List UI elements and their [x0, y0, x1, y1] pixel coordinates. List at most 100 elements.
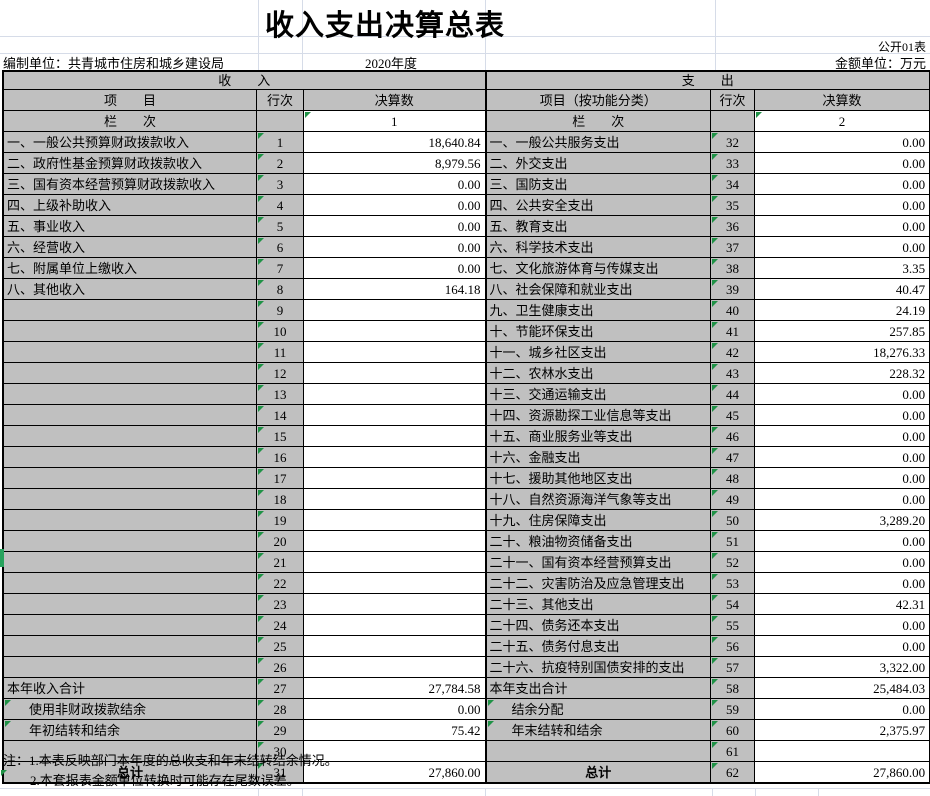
- expense-line-number[interactable]: 50: [710, 509, 756, 531]
- expense-item-label[interactable]: 二十四、债务还本支出: [484, 614, 712, 636]
- expense-index-line-cell[interactable]: [710, 110, 756, 132]
- expense-line-number[interactable]: 34: [710, 173, 756, 195]
- income-item-label[interactable]: 四、上级补助收入: [3, 194, 257, 216]
- expense-line-number[interactable]: 43: [710, 362, 756, 384]
- expense-item-label[interactable]: 二十一、国有资本经营预算支出: [484, 551, 712, 573]
- income-line-number[interactable]: 26: [256, 656, 304, 678]
- expense-line-number[interactable]: 36: [710, 215, 756, 237]
- income-line-number[interactable]: 7: [256, 257, 304, 279]
- expense-amount-value[interactable]: 0.00: [754, 194, 930, 216]
- income-line-column-header[interactable]: 行次: [256, 89, 304, 111]
- expense-item-label[interactable]: 四、公共安全支出: [484, 194, 712, 216]
- income-amount-value[interactable]: 0.00: [302, 698, 487, 720]
- income-amount-value[interactable]: 8,979.56: [302, 152, 487, 174]
- income-amount-value[interactable]: 0.00: [302, 194, 487, 216]
- expense-amount-value[interactable]: 0.00: [754, 551, 930, 573]
- expense-item-label[interactable]: 三、国防支出: [484, 173, 712, 195]
- expense-item-label[interactable]: [484, 740, 712, 762]
- expense-item-label[interactable]: 二十五、债务付息支出: [484, 635, 712, 657]
- income-amount-value[interactable]: [302, 551, 487, 573]
- expense-line-number[interactable]: 54: [710, 593, 756, 615]
- income-amount-value[interactable]: [302, 740, 487, 762]
- income-amount-value[interactable]: 18,640.84: [302, 131, 487, 153]
- income-item-label[interactable]: [3, 488, 257, 510]
- income-line-number[interactable]: 29: [256, 719, 304, 741]
- income-line-number[interactable]: 8: [256, 278, 304, 300]
- income-item-label[interactable]: 二、政府性基金预算财政拨款收入: [3, 152, 257, 174]
- income-line-number[interactable]: 31: [256, 761, 304, 783]
- expense-item-label[interactable]: 十三、交通运输支出: [484, 383, 712, 405]
- income-amount-value[interactable]: [302, 404, 487, 426]
- expense-amount-value[interactable]: 18,276.33: [754, 341, 930, 363]
- expense-item-label[interactable]: 总计: [484, 761, 712, 783]
- income-line-number[interactable]: 2: [256, 152, 304, 174]
- income-line-number[interactable]: 12: [256, 362, 304, 384]
- expense-item-label[interactable]: 年末结转和结余: [484, 719, 712, 741]
- income-item-label[interactable]: [3, 551, 257, 573]
- income-amount-value[interactable]: [302, 530, 487, 552]
- expense-line-number[interactable]: 47: [710, 446, 756, 468]
- income-amount-value[interactable]: [302, 467, 487, 489]
- expense-amount-value[interactable]: 0.00: [754, 152, 930, 174]
- expense-item-label[interactable]: 十四、资源勘探工业信息等支出: [484, 404, 712, 426]
- income-amount-value[interactable]: 27,860.00: [302, 761, 487, 783]
- expense-item-label[interactable]: 五、教育支出: [484, 215, 712, 237]
- expense-index-label[interactable]: 栏 次: [484, 110, 712, 132]
- income-line-number[interactable]: 9: [256, 299, 304, 321]
- expense-item-column-header[interactable]: 项目（按功能分类）: [484, 89, 712, 111]
- income-line-number[interactable]: 23: [256, 593, 304, 615]
- income-amount-value[interactable]: [302, 320, 487, 342]
- income-item-label[interactable]: 五、事业收入: [3, 215, 257, 237]
- income-line-number[interactable]: 1: [256, 131, 304, 153]
- expense-amount-value[interactable]: 27,860.00: [754, 761, 930, 783]
- income-section-header[interactable]: 收 入: [2, 71, 487, 90]
- expense-line-number[interactable]: 32: [710, 131, 756, 153]
- expense-amount-value[interactable]: 2,375.97: [754, 719, 930, 741]
- expense-item-label[interactable]: 十一、城乡社区支出: [484, 341, 712, 363]
- income-line-number[interactable]: 19: [256, 509, 304, 531]
- expense-amount-column-header[interactable]: 决算数: [754, 89, 930, 111]
- expense-line-number[interactable]: 35: [710, 194, 756, 216]
- expense-item-label[interactable]: 十五、商业服务业等支出: [484, 425, 712, 447]
- expense-line-number[interactable]: 55: [710, 614, 756, 636]
- income-line-number[interactable]: 24: [256, 614, 304, 636]
- income-amount-value[interactable]: 0.00: [302, 257, 487, 279]
- expense-item-label[interactable]: 六、科学技术支出: [484, 236, 712, 258]
- expense-line-column-header[interactable]: 行次: [710, 89, 756, 111]
- income-line-number[interactable]: 25: [256, 635, 304, 657]
- expense-line-number[interactable]: 62: [710, 761, 756, 783]
- expense-item-label[interactable]: 十六、金融支出: [484, 446, 712, 468]
- income-amount-value[interactable]: 27,784.58: [302, 677, 487, 699]
- income-amount-value[interactable]: [302, 614, 487, 636]
- income-item-label[interactable]: 三、国有资本经营预算财政拨款收入: [3, 173, 257, 195]
- expense-item-label[interactable]: 二十、粮油物资储备支出: [484, 530, 712, 552]
- income-item-label[interactable]: 一、一般公共预算财政拨款收入: [3, 131, 257, 153]
- expense-line-number[interactable]: 41: [710, 320, 756, 342]
- expense-line-number[interactable]: 56: [710, 635, 756, 657]
- income-item-label[interactable]: [3, 593, 257, 615]
- expense-amount-value[interactable]: 0.00: [754, 572, 930, 594]
- income-amount-value[interactable]: [302, 572, 487, 594]
- expense-amount-value[interactable]: 0.00: [754, 425, 930, 447]
- expense-item-label[interactable]: 十九、住房保障支出: [484, 509, 712, 531]
- expense-line-number[interactable]: 45: [710, 404, 756, 426]
- expense-amount-value[interactable]: 0.00: [754, 635, 930, 657]
- expense-item-label[interactable]: 结余分配: [484, 698, 712, 720]
- income-amount-value[interactable]: [302, 635, 487, 657]
- expense-amount-value[interactable]: 24.19: [754, 299, 930, 321]
- expense-section-header[interactable]: 支 出: [484, 71, 930, 90]
- expense-amount-value[interactable]: 0.00: [754, 446, 930, 468]
- income-index-line-cell[interactable]: [256, 110, 304, 132]
- income-item-label[interactable]: [3, 656, 257, 678]
- expense-item-label[interactable]: 十七、援助其他地区支出: [484, 467, 712, 489]
- income-item-label[interactable]: [3, 446, 257, 468]
- expense-amount-value[interactable]: 3.35: [754, 257, 930, 279]
- income-amount-value[interactable]: [302, 362, 487, 384]
- income-line-number[interactable]: 18: [256, 488, 304, 510]
- expense-line-number[interactable]: 59: [710, 698, 756, 720]
- income-index-label[interactable]: 栏 次: [3, 110, 257, 132]
- expense-amount-value[interactable]: 3,289.20: [754, 509, 930, 531]
- expense-item-label[interactable]: 七、文化旅游体育与传媒支出: [484, 257, 712, 279]
- income-item-label[interactable]: [3, 509, 257, 531]
- income-amount-column-header[interactable]: 决算数: [302, 89, 487, 111]
